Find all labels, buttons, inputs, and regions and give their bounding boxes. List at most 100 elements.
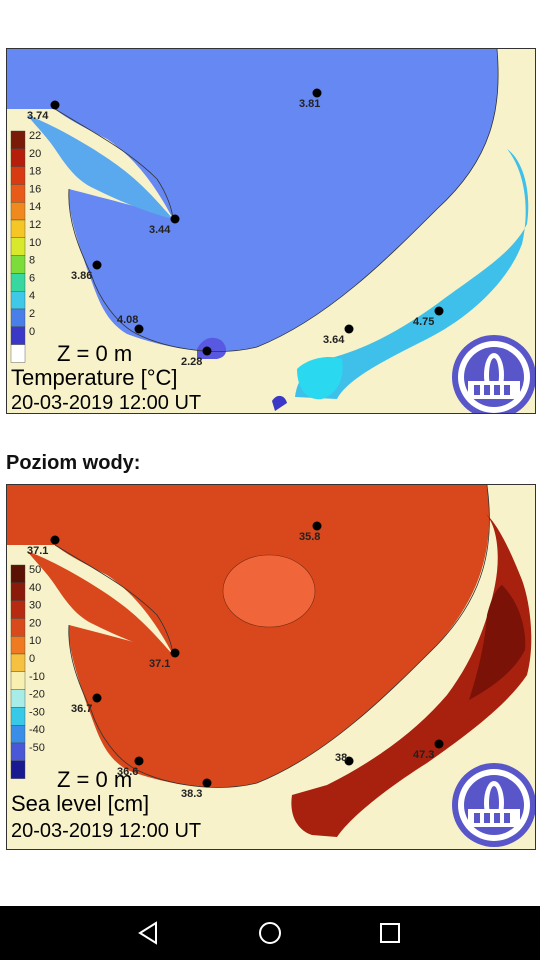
- temperature-marker-value: 3.64: [323, 334, 345, 346]
- back-button[interactable]: [132, 916, 166, 950]
- sea-level-legend-label: -20: [29, 689, 45, 701]
- sea-level-marker-dot: [202, 778, 212, 788]
- sea-level-legend-swatch: [10, 564, 26, 583]
- sea-level-legend-label: 30: [29, 600, 41, 612]
- temperature-legend-label: 16: [29, 183, 41, 195]
- sea-level-legend-label: -50: [29, 742, 45, 754]
- temperature-legend-label: 10: [29, 237, 41, 249]
- sea-level-marker-value: 36.6: [117, 766, 138, 778]
- lagoon-west: [27, 115, 173, 219]
- lagoon-west: [27, 551, 173, 655]
- back-icon: [138, 921, 157, 945]
- temperature-legend-label: 22: [29, 130, 41, 142]
- institute-logo: [452, 763, 535, 847]
- sea-level-legend-label: -30: [29, 706, 45, 718]
- temperature-legend-swatch: [10, 308, 26, 327]
- coastline: [54, 49, 499, 352]
- temperature-legend-label: 8: [29, 255, 35, 267]
- high-level-patch: [222, 554, 316, 628]
- sea-level-legend-swatch: [10, 582, 26, 601]
- temperature-legend-label: 4: [29, 290, 35, 302]
- temperature-marker-dot: [344, 324, 354, 334]
- recents-icon: [380, 923, 400, 943]
- home-button[interactable]: [253, 916, 287, 950]
- sea-level-legend-swatch: [10, 724, 26, 744]
- sea-level-marker-dot: [344, 756, 354, 766]
- temperature-legend-swatch: [10, 237, 26, 256]
- river-cold: [272, 395, 287, 411]
- temperature-marker-value: 4.08: [117, 314, 138, 326]
- temperature-marker-dot: [134, 324, 144, 334]
- temperature-legend-label: 14: [29, 201, 41, 213]
- temperature-marker-dot: [434, 306, 444, 316]
- sea-level-marker-value: 36.7: [71, 703, 92, 715]
- temperature-marker-dot: [202, 346, 212, 356]
- sea-level-legend-label: -40: [29, 724, 45, 736]
- recents-button[interactable]: [373, 916, 407, 950]
- temperature-marker-value: 4.75: [413, 316, 434, 328]
- sea-region: [7, 485, 490, 788]
- section-heading: Poziom wody:: [6, 452, 141, 474]
- temperature-legend-swatch: [10, 290, 26, 310]
- temperature-legend-label: 18: [29, 166, 41, 178]
- sea-level-legend-label: -10: [29, 671, 45, 683]
- sea-level-marker-dot: [134, 756, 144, 766]
- temperature-marker-value: 3.44: [149, 224, 171, 236]
- temperature-legend-swatch: [10, 166, 26, 185]
- sea-level-marker-value: 37.1: [149, 658, 170, 670]
- temperature-marker-value: 3.86: [71, 270, 92, 282]
- sea-level-marker-value: 35.8: [299, 531, 320, 543]
- sea-level-legend-swatch: [10, 600, 26, 619]
- sea-level-marker-dot: [170, 648, 180, 658]
- temperature-legend-label: 20: [29, 148, 41, 160]
- sea-level-map: 50 40 30 20 10 0 -10 -20 -30 -40 -50 37.1 35.8 37.1 3…: [6, 484, 536, 850]
- sea-level-depth-label: Z = 0 m: [57, 767, 132, 792]
- sea-level-legend-swatch: [10, 707, 26, 726]
- coastline: [54, 485, 490, 788]
- temperature-legend-swatch: [10, 130, 26, 149]
- lagoon-east-warm: [297, 357, 343, 400]
- temperature-legend-swatch: [10, 255, 26, 274]
- sea-level-legend-swatch: [10, 671, 26, 690]
- temperature-legend-swatch: [10, 184, 26, 203]
- sea-level-marker-value: 38: [335, 752, 347, 764]
- sea-level-marker-dot: [434, 739, 444, 749]
- temperature-markers: 3.74 3.81 3.44 3.86 4.08 2.28 3.64 4.75: [27, 88, 444, 368]
- sea-level-marker-value: 38.3: [181, 788, 202, 800]
- sea-level-marker-dot: [92, 693, 102, 703]
- temperature-marker-value: 3.74: [27, 110, 49, 122]
- temperature-marker-dot: [50, 100, 60, 110]
- navigation-bar: [0, 906, 540, 960]
- sea-level-legend: 50 40 30 20 10 0 -10 -20 -30 -40 -50: [10, 564, 45, 779]
- temperature-marker-value: 3.81: [299, 98, 320, 110]
- redaction-top: [0, 0, 540, 48]
- temperature-map: 22 20 18 16 14 12 10 8 6 4 2 0 3.74 3.81 3.44 3.86 4.08…: [6, 48, 536, 414]
- temperature-depth-label: Z = 0 m: [57, 341, 132, 366]
- sea-level-legend-swatch: [10, 689, 26, 708]
- institute-logo: [452, 335, 535, 413]
- sea-level-quantity-label: Sea level [cm]: [11, 791, 149, 816]
- temperature-legend-swatch: [10, 344, 26, 363]
- sea-level-legend-swatch: [10, 618, 26, 637]
- sea-level-legend-swatch: [10, 653, 26, 672]
- temperature-marker-dot: [92, 260, 102, 270]
- sea-level-timestamp: 20-03-2019 12:00 UT: [11, 820, 201, 842]
- sea-level-marker-dot: [312, 521, 322, 531]
- temperature-legend-swatch: [10, 273, 26, 292]
- temperature-legend-swatch: [10, 219, 26, 238]
- sea-level-legend-label: 20: [29, 617, 41, 629]
- temperature-legend-swatch: [10, 326, 26, 345]
- sea-level-legend-label: 10: [29, 635, 41, 647]
- temperature-legend-label: 0: [29, 326, 35, 338]
- temperature-legend-label: 2: [29, 308, 35, 320]
- sea-level-legend-label: 50: [29, 564, 41, 576]
- redaction-bottom: [0, 860, 540, 906]
- temperature-legend-label: 12: [29, 219, 41, 231]
- sea-level-marker-value: 47.3: [413, 749, 434, 761]
- sea-level-markers: 37.1 35.8 37.1 36.7 36.6 38.3 38 47.3: [27, 521, 444, 800]
- sea-level-marker-dot: [50, 535, 60, 545]
- sea-level-marker-value: 37.1: [27, 545, 48, 557]
